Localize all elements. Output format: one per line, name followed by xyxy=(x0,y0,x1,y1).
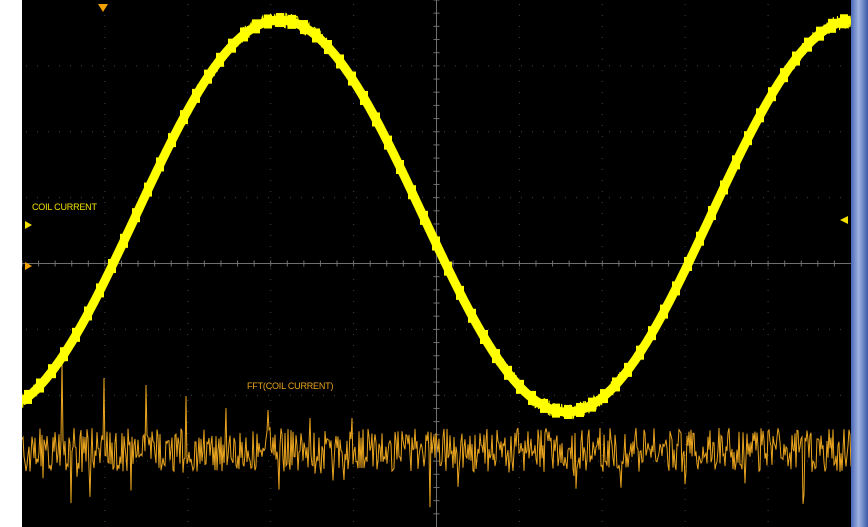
coil-current-step xyxy=(696,231,704,246)
coil-current-step xyxy=(264,14,272,29)
coil-current-step xyxy=(768,87,776,102)
coil-current-step xyxy=(432,236,440,251)
coil-current-step xyxy=(36,378,44,393)
coil-current-step xyxy=(84,306,92,321)
coil-current-step xyxy=(180,110,188,125)
coil-current-step xyxy=(708,206,716,221)
coil-current-step xyxy=(192,88,200,103)
coil-current-step xyxy=(480,329,488,344)
coil-current-step xyxy=(276,13,284,28)
coil-current-step xyxy=(204,69,212,84)
coil-current-step xyxy=(804,37,812,52)
trigger-level-marker xyxy=(25,262,32,270)
coil-current-step xyxy=(288,14,296,29)
coil-current-step xyxy=(312,28,320,43)
coil-current-step xyxy=(48,364,56,379)
coil-current-step xyxy=(324,40,332,55)
ch1-trace-label: COIL CURRENT xyxy=(32,202,97,212)
coil-current-step xyxy=(336,54,344,69)
coil-current-step xyxy=(660,304,668,319)
coil-current-step xyxy=(444,261,452,276)
coil-current-step xyxy=(24,389,32,404)
coil-current-step xyxy=(684,256,692,271)
coil-current-step xyxy=(468,308,476,323)
coil-current-step xyxy=(828,18,836,33)
coil-current-step xyxy=(360,90,368,105)
ch1-ground-marker xyxy=(25,221,32,229)
coil-current-step xyxy=(384,135,392,150)
coil-current-step xyxy=(456,285,464,300)
coil-current-step xyxy=(672,281,680,296)
coil-current-step xyxy=(528,390,536,405)
fft-trace xyxy=(22,359,851,508)
trigger-position-marker xyxy=(98,4,108,12)
coil-current-step xyxy=(396,159,404,174)
coil-current-step xyxy=(816,26,824,41)
coil-current-step xyxy=(756,108,764,123)
right-scrollbar[interactable] xyxy=(851,0,868,527)
coil-current-step xyxy=(372,112,380,127)
waveform-screen xyxy=(22,0,851,527)
coil-current-step xyxy=(252,19,260,34)
coil-current-step xyxy=(144,182,152,197)
coil-current-step xyxy=(504,365,512,380)
coil-current-step xyxy=(96,283,104,298)
coil-current-step xyxy=(720,180,728,195)
coil-current-step xyxy=(60,347,68,362)
coil-current-step xyxy=(588,397,596,412)
coil-current-step xyxy=(780,68,788,83)
coil-current-step xyxy=(156,157,164,172)
coil-current-step xyxy=(552,403,560,418)
coil-current-step xyxy=(576,402,584,417)
coil-current-step xyxy=(72,327,80,342)
coil-current-step xyxy=(636,345,644,360)
coil-current-step xyxy=(348,71,356,86)
coil-current-step xyxy=(300,20,308,35)
coil-current-step xyxy=(240,27,248,42)
left-margin xyxy=(0,0,22,527)
coil-current-step xyxy=(540,398,548,413)
coil-current-step xyxy=(516,379,524,394)
coil-current-step xyxy=(732,155,740,170)
coil-current-step xyxy=(228,38,236,53)
coil-current-step xyxy=(408,185,416,200)
coil-current-step xyxy=(168,133,176,148)
coil-current-step xyxy=(492,349,500,364)
coil-current-step xyxy=(840,14,848,29)
coil-current-step xyxy=(792,51,800,66)
coil-current-step xyxy=(744,131,752,146)
coil-current-trace xyxy=(22,12,851,420)
coil-current-step xyxy=(600,389,608,404)
coil-current-step xyxy=(132,208,140,223)
coil-current-step xyxy=(624,362,632,377)
coil-current-step xyxy=(612,377,620,392)
coil-current-step xyxy=(420,210,428,225)
ch1-offset-marker-right xyxy=(840,216,848,224)
coil-current-step xyxy=(120,233,128,248)
coil-current-step xyxy=(648,326,656,341)
coil-current-step xyxy=(108,259,116,274)
fft-trace-label: FFT(COIL CURRENT) xyxy=(247,381,334,391)
coil-current-step xyxy=(216,52,224,67)
coil-current-step xyxy=(564,404,572,419)
